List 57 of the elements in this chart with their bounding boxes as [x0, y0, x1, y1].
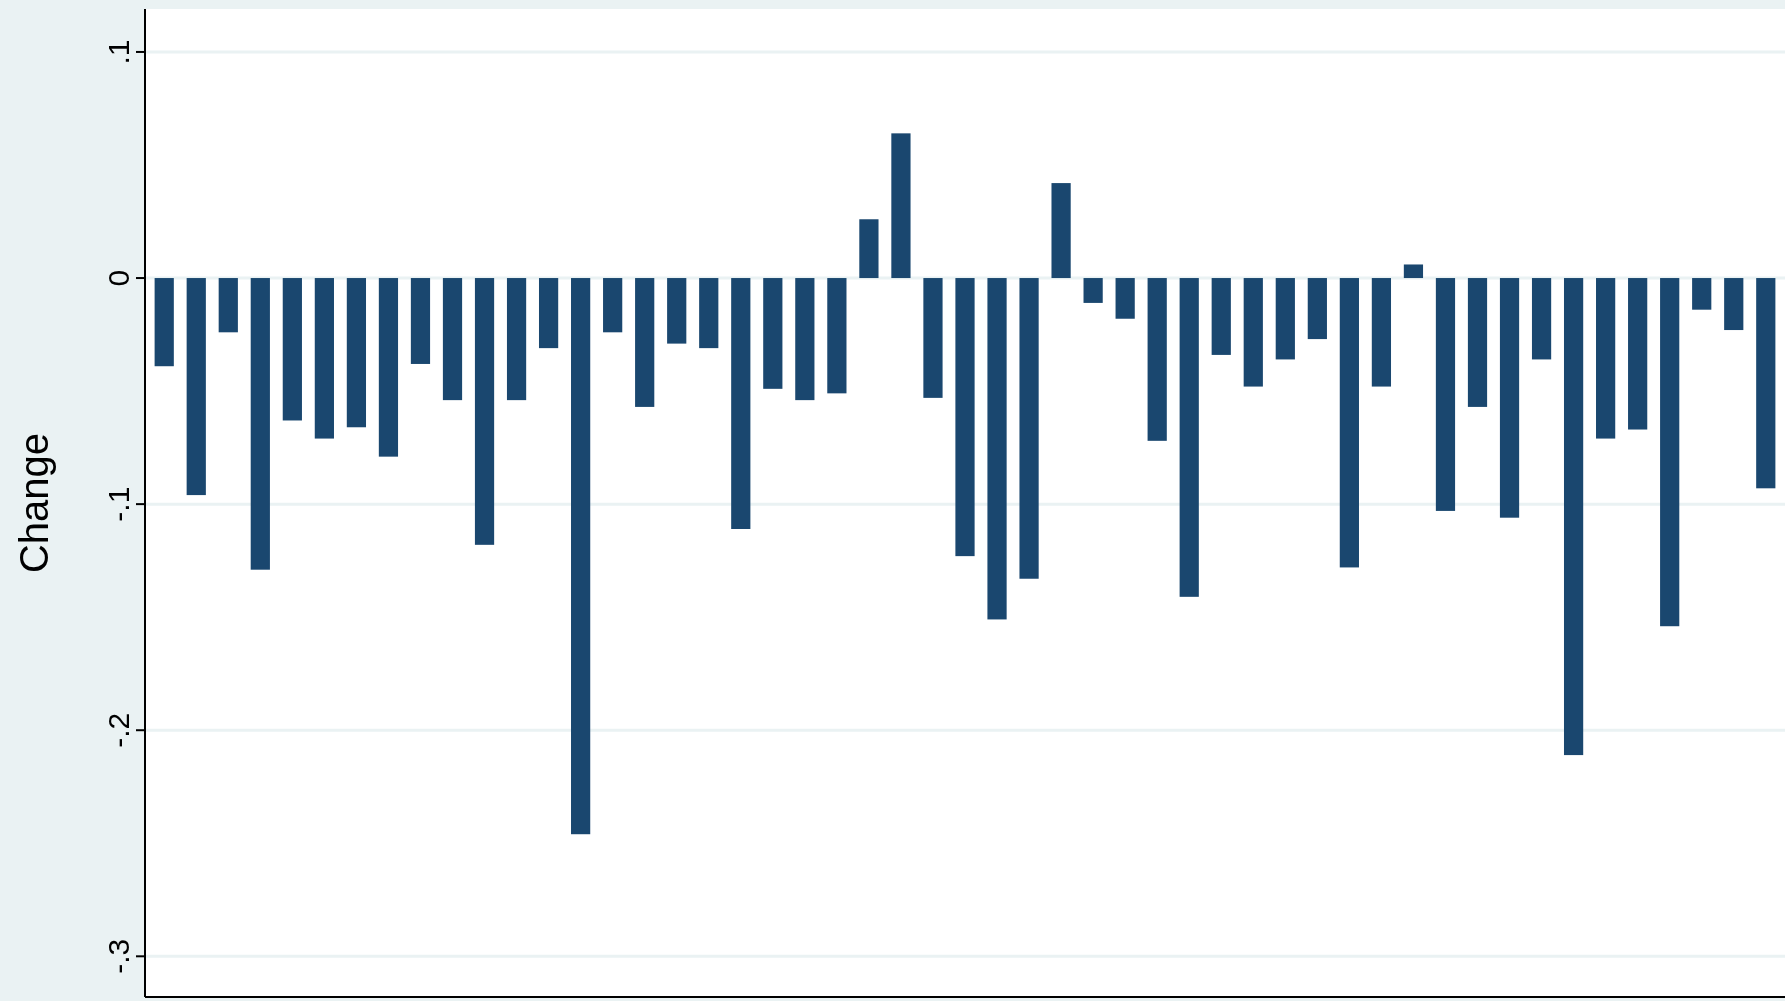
bar [506, 278, 527, 401]
bar [250, 278, 270, 570]
bar [667, 278, 687, 344]
bar [1243, 278, 1263, 387]
bar [1307, 278, 1327, 340]
bar [1628, 278, 1648, 430]
bar [1692, 278, 1712, 310]
bar [1115, 278, 1135, 319]
bar [1179, 278, 1199, 597]
bar [1563, 278, 1584, 756]
y-tick-label: -.3 [102, 938, 135, 974]
bar [1596, 278, 1616, 439]
bar [923, 278, 943, 398]
bar [474, 278, 495, 545]
bar [1019, 278, 1039, 579]
bar [1339, 278, 1359, 568]
y-axis-title: Change [12, 432, 56, 574]
bar [314, 278, 334, 439]
bar [699, 278, 719, 349]
bar [154, 278, 174, 367]
bar [955, 278, 975, 557]
bar [635, 278, 655, 407]
y-tick-label: 0 [102, 269, 135, 287]
bar [1435, 278, 1456, 511]
bar [731, 278, 751, 529]
bar [1211, 278, 1231, 355]
bar [282, 278, 302, 421]
y-tick-label: -.2 [102, 712, 135, 748]
bar [1371, 278, 1392, 387]
bar [410, 278, 431, 364]
bar [186, 278, 206, 496]
bar [1147, 278, 1167, 441]
bar [795, 278, 815, 401]
bar [1660, 278, 1680, 627]
bar [1531, 278, 1552, 360]
bar [603, 278, 623, 333]
bar [763, 278, 783, 389]
y-tick-label: -.1 [102, 486, 135, 522]
bar [827, 278, 847, 394]
bar [1467, 278, 1488, 407]
y-tick-label: .1 [102, 39, 135, 65]
bar [538, 278, 559, 349]
bar [1051, 183, 1071, 279]
bar [891, 133, 911, 279]
bar [1499, 278, 1520, 518]
bar [378, 278, 399, 457]
bar [218, 278, 238, 333]
bar [1724, 278, 1744, 331]
bar [859, 219, 879, 279]
bar [442, 278, 463, 401]
bar [1403, 264, 1424, 279]
bar [346, 278, 367, 428]
bar [1275, 278, 1295, 360]
bar [1756, 278, 1776, 489]
bar [1083, 278, 1103, 303]
bar [571, 278, 591, 835]
bar [987, 278, 1007, 620]
